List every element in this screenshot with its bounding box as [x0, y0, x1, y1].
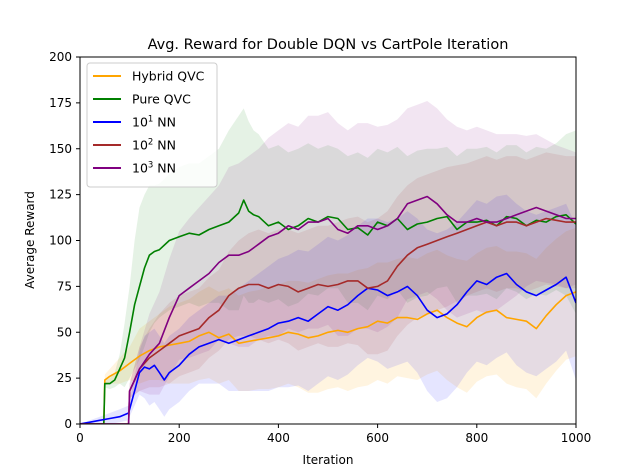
y-tick-label: 100 [49, 234, 72, 248]
y-tick-label: 150 [49, 142, 72, 156]
band-series-3 [80, 152, 576, 424]
legend-label-0: Hybrid QVC [132, 69, 205, 84]
y-axis: 0 25 50 75 100 125 150 175 200 [49, 50, 80, 431]
x-tick-label: 200 [168, 431, 191, 445]
y-tick-label: 200 [49, 50, 72, 64]
line-series-0 [80, 291, 576, 424]
y-tick-label: 25 [57, 371, 72, 385]
y-tick-label: 125 [49, 188, 72, 202]
x-tick-label: 0 [76, 431, 84, 445]
x-axis: 0 200 400 600 800 1000 [76, 424, 591, 445]
band-series-2 [80, 194, 576, 424]
x-tick-label: 800 [465, 431, 488, 445]
y-tick-label: 0 [64, 417, 72, 431]
band-series-0 [80, 227, 576, 424]
legend-label-4: 103 NN [132, 161, 176, 176]
series-lines [80, 195, 576, 424]
legend: Hybrid QVC Pure QVC 101 NN 102 NN 103 NN [86, 62, 218, 188]
line-series-2 [80, 272, 576, 424]
x-tick-label: 400 [267, 431, 290, 445]
legend-label-3: 102 NN [132, 138, 176, 153]
line-series-3 [80, 217, 576, 424]
legend-label-2: 101 NN [132, 115, 176, 130]
legend-frame [86, 62, 218, 188]
band-series-4 [80, 101, 576, 424]
x-axis-label: Iteration [303, 453, 354, 467]
x-tick-label: 600 [366, 431, 389, 445]
chart-title: Avg. Reward for Double DQN vs CartPole I… [148, 37, 509, 53]
y-tick-label: 50 [57, 325, 72, 339]
y-axis-label: Average Reward [23, 191, 37, 289]
x-tick-label: 1000 [561, 431, 592, 445]
legend-label-1: Pure QVC [132, 92, 191, 107]
y-tick-label: 175 [49, 96, 72, 110]
line-series-4 [80, 195, 576, 424]
confidence-bands [80, 101, 576, 424]
y-tick-label: 75 [57, 279, 72, 293]
